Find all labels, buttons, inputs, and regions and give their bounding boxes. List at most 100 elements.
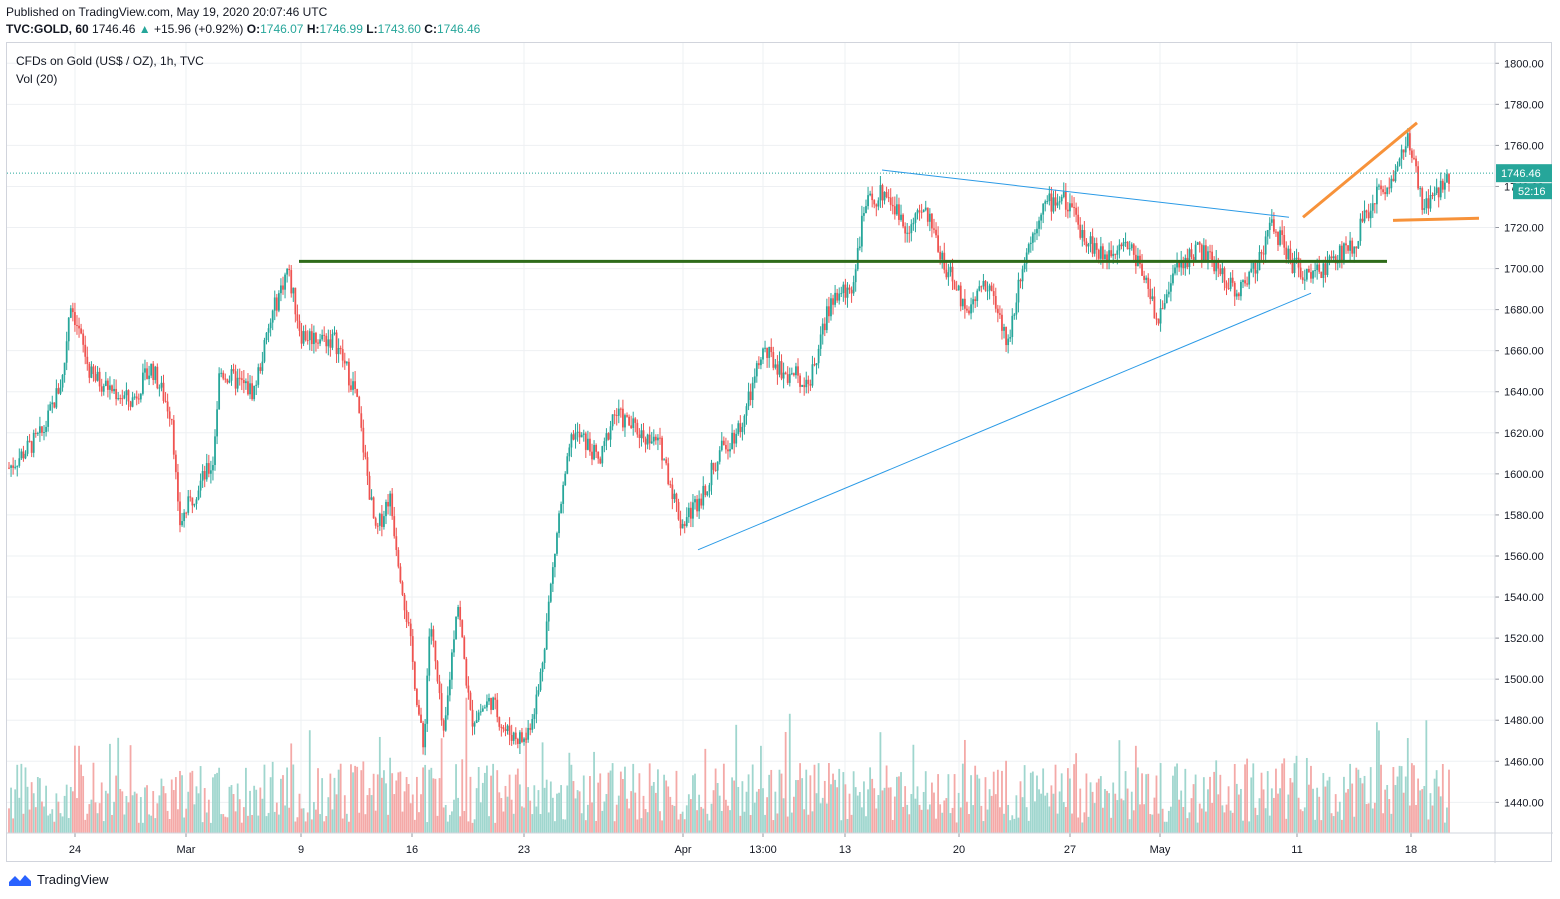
volume-bar xyxy=(440,738,443,833)
volume-bar xyxy=(935,818,937,833)
candle-body xyxy=(300,330,303,344)
candle-body xyxy=(1268,222,1271,231)
last-price-tag-bg xyxy=(1496,164,1552,183)
candle-body xyxy=(519,732,521,744)
volume-bar xyxy=(498,792,501,833)
volume-bar xyxy=(692,775,694,833)
candle-body xyxy=(1102,246,1104,260)
volume-bar xyxy=(403,791,406,833)
candle-body xyxy=(1038,220,1040,229)
candle-body xyxy=(974,299,977,302)
volume-bar xyxy=(1073,764,1075,833)
candle-body xyxy=(24,453,27,459)
candle-body xyxy=(1219,268,1222,275)
candle-body xyxy=(172,420,175,455)
candle-body xyxy=(197,490,200,500)
volume-bar xyxy=(551,797,554,833)
candle-body xyxy=(317,342,319,344)
candle-body xyxy=(813,364,816,366)
candle-body xyxy=(842,284,845,294)
candle-body xyxy=(514,732,517,739)
candle-body xyxy=(168,411,171,419)
volume-bar xyxy=(1262,789,1265,833)
volume-bar xyxy=(1345,792,1347,833)
candle-body xyxy=(972,299,975,305)
volume-bar xyxy=(679,813,682,833)
volume-bar xyxy=(525,727,527,833)
chart-frame[interactable]: 1440.00 1460.00 1480.00 1500.00 1520.00 1540.… xyxy=(6,42,1553,863)
candle-body xyxy=(247,381,249,395)
candle-body xyxy=(383,516,385,527)
volume-bar xyxy=(1227,786,1230,833)
candle-body xyxy=(1023,263,1026,270)
candle-body xyxy=(961,298,964,307)
candle-body xyxy=(881,185,884,201)
candle-body xyxy=(1248,271,1251,285)
volume-bar xyxy=(675,770,678,833)
volume-bar xyxy=(1060,773,1063,833)
volume-bar xyxy=(111,814,113,833)
candle-body xyxy=(628,416,630,426)
volume-bar xyxy=(86,813,89,833)
candle-body xyxy=(1351,240,1354,254)
candle-body xyxy=(1077,214,1080,225)
candle-body xyxy=(201,471,204,481)
volume-bar xyxy=(850,814,853,833)
candle-body xyxy=(30,441,33,453)
volume-bar xyxy=(601,810,604,833)
volume-bar xyxy=(32,793,35,833)
volume-bar xyxy=(704,748,707,833)
volume-bar xyxy=(26,786,29,833)
candle-body xyxy=(1421,188,1424,210)
candle-body xyxy=(189,496,192,498)
volume-bar xyxy=(179,770,181,833)
candle-body xyxy=(1367,212,1370,219)
candle-body xyxy=(372,497,375,519)
candle-body xyxy=(18,458,21,466)
candle-body xyxy=(444,715,447,731)
volume-bar xyxy=(976,774,979,833)
volume-bar xyxy=(1112,782,1115,833)
candle-body xyxy=(622,408,624,428)
candle-body xyxy=(609,426,612,440)
candle-body xyxy=(304,331,307,341)
candle-body xyxy=(947,272,950,278)
candle-body xyxy=(893,206,896,215)
volume-bar xyxy=(18,797,21,833)
volume-bar xyxy=(121,791,124,833)
candle-body xyxy=(1256,270,1259,274)
candle-body xyxy=(1242,280,1244,282)
candle-body xyxy=(714,469,717,471)
candle-body xyxy=(220,372,223,374)
candle-body xyxy=(251,383,253,400)
volume-bar xyxy=(687,794,690,833)
volume-bar xyxy=(366,795,369,833)
y-tick-label: 1500.00 xyxy=(1504,674,1544,686)
volume-bar xyxy=(370,795,373,833)
candle-body xyxy=(1324,263,1327,275)
volume-bar xyxy=(253,785,256,833)
candle-body xyxy=(786,374,789,383)
volume-bar xyxy=(438,778,441,833)
volume-bar xyxy=(325,816,328,833)
volume-bar xyxy=(955,822,958,833)
candle-body xyxy=(1332,256,1335,259)
volume-bar xyxy=(797,780,799,833)
tradingview-brand[interactable]: TradingView xyxy=(8,872,109,887)
volume-bar xyxy=(926,809,929,833)
candle-body xyxy=(1097,249,1100,259)
price-chart[interactable]: 1440.00 1460.00 1480.00 1500.00 1520.00 1540.… xyxy=(7,43,1553,863)
volume-bar xyxy=(760,745,762,833)
volume-bar xyxy=(502,811,505,833)
volume-bar xyxy=(795,780,797,833)
candle-body xyxy=(1083,230,1086,242)
candle-body xyxy=(1176,262,1178,268)
volume-bar xyxy=(1289,778,1292,833)
candle-body xyxy=(1005,326,1007,346)
volume-bar xyxy=(543,787,546,833)
volume-bar xyxy=(741,781,744,833)
candle-body xyxy=(428,636,431,676)
candle-body xyxy=(158,387,161,389)
volume-bar xyxy=(593,751,595,833)
candle-body xyxy=(828,306,830,317)
